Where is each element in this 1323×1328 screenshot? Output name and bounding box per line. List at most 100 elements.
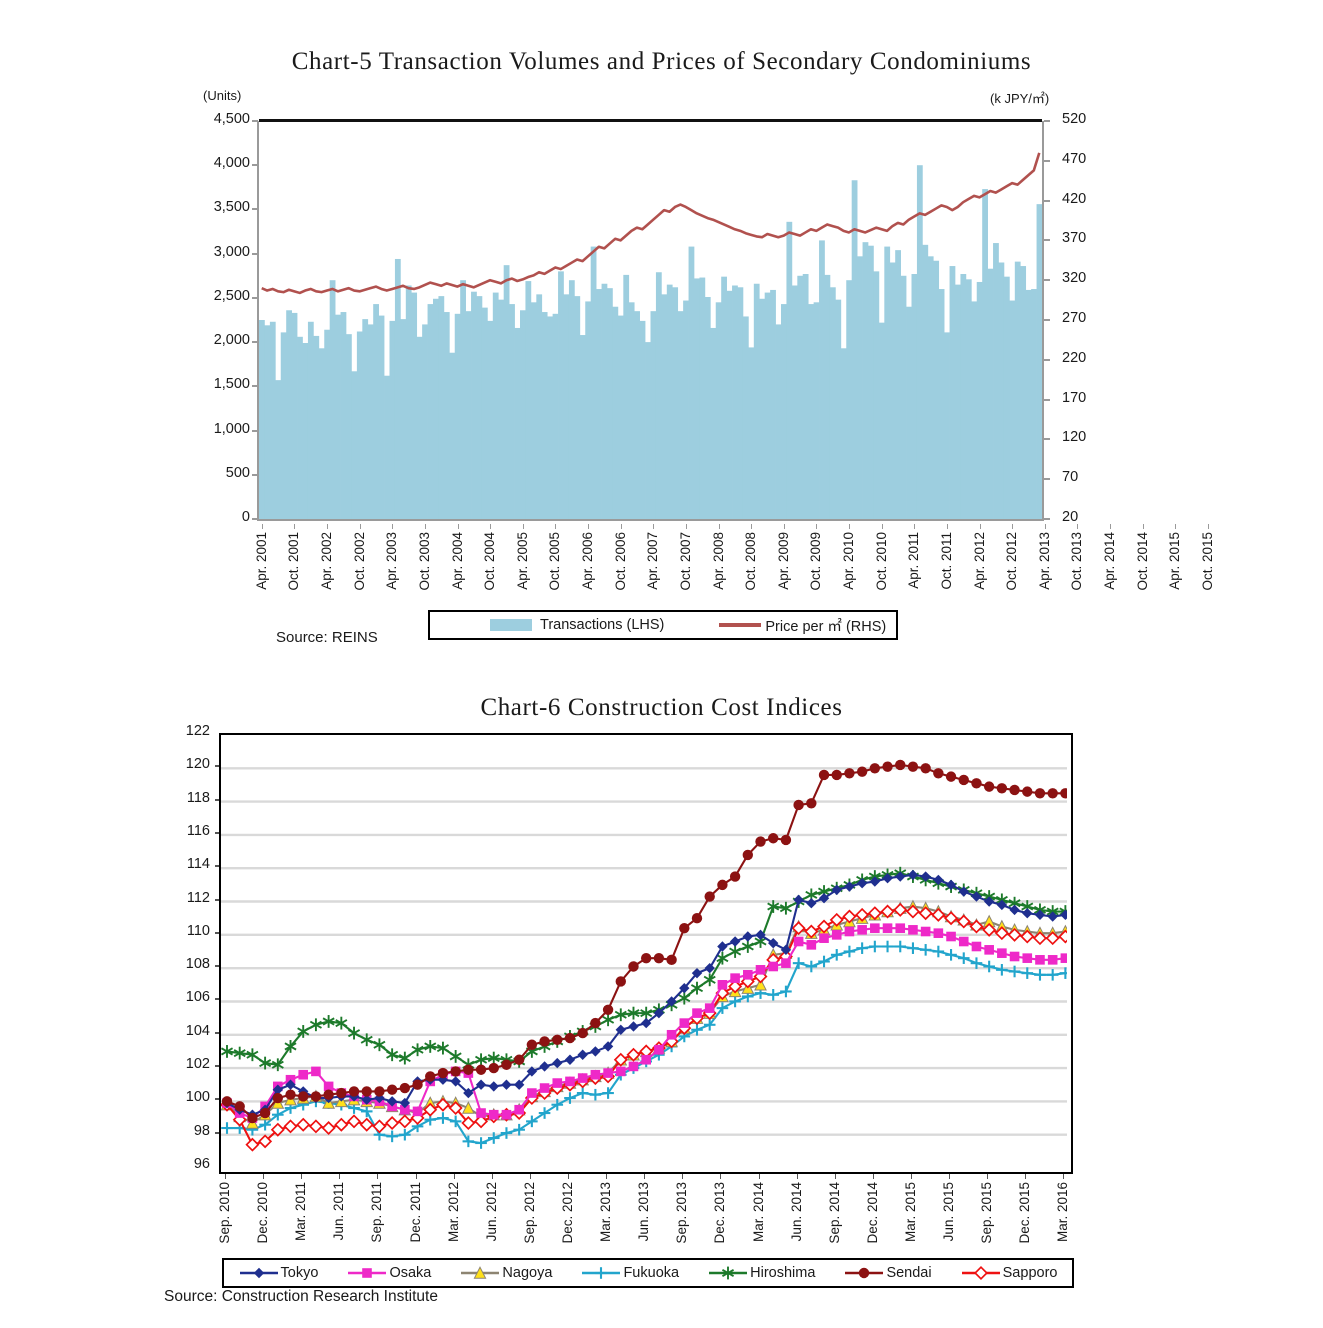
chart-6-legend: Tokyo Osaka Nagoya Fukuoka Hiroshima Sendai Sa… bbox=[222, 1258, 1074, 1288]
chart-5-xtick-apr--2005: Apr. 2005 bbox=[514, 532, 530, 590]
chart-5-xtick-mark bbox=[261, 524, 263, 529]
chart-5-xtick-oct--2006: Oct. 2006 bbox=[612, 532, 628, 591]
chart-5-xtick-mark bbox=[620, 524, 622, 529]
chart-5-xtick-oct--2009: Oct. 2009 bbox=[808, 532, 824, 591]
square-marker-icon bbox=[348, 1268, 387, 1278]
chart-6-ytick-mark bbox=[215, 1131, 221, 1134]
chart-6-xtick-mark bbox=[339, 1174, 341, 1179]
chart-5-ytick-mark bbox=[252, 252, 258, 255]
chart-5-ytick-1,500: 1,500 bbox=[213, 376, 250, 393]
legend-label-tokyo: Tokyo bbox=[280, 1265, 319, 1281]
chart-6-xtick-mark bbox=[1025, 1174, 1027, 1179]
chart-5-y2tick-120: 120 bbox=[1062, 429, 1087, 446]
chart-5-y2tick-220: 220 bbox=[1062, 349, 1087, 366]
chart-6-xtick-sep--2013: Sep. 2013 bbox=[674, 1182, 690, 1244]
chart-5-xtick-mark bbox=[783, 524, 785, 529]
chart-5-xtick-mark bbox=[327, 524, 328, 529]
chart-5-xtick-apr--2014: Apr. 2014 bbox=[1102, 532, 1117, 590]
chart-6-xtick-sep--2012: Sep. 2012 bbox=[521, 1182, 537, 1244]
chart-6-ytick-110: 110 bbox=[186, 922, 210, 939]
chart-6-ytick-118: 118 bbox=[186, 789, 210, 806]
chart-6-xtick-mark bbox=[606, 1174, 608, 1179]
chart-6-ytick-120: 120 bbox=[185, 756, 210, 773]
chart-6-xtick-sep--2010: Sep. 2010 bbox=[217, 1182, 232, 1244]
chart-6-xtick-mark bbox=[225, 1174, 226, 1179]
chart-5-bars bbox=[259, 165, 1042, 519]
chart-6-ytick-112: 112 bbox=[186, 889, 210, 906]
chart-5-y2tick-mark bbox=[1044, 120, 1050, 122]
chart-5-xtick-oct--2008: Oct. 2008 bbox=[743, 532, 759, 591]
chart-5-y2tick-mark bbox=[1044, 358, 1050, 361]
chart-5-ytick-4,000: 4,000 bbox=[213, 155, 250, 172]
chart-6-xtick-mar--2016: Mar. 2016 bbox=[1055, 1182, 1071, 1243]
chart-5-xtick-oct--2010: Oct. 2010 bbox=[873, 532, 889, 591]
chart-5-xtick-mark bbox=[457, 524, 459, 529]
chart-5-left-axis-unit: (Units) bbox=[203, 88, 242, 103]
asterisk-marker-icon bbox=[709, 1266, 748, 1280]
legend-label-sendai: Sendai bbox=[886, 1265, 932, 1281]
chart-6-xtick-mark bbox=[720, 1174, 722, 1179]
chart-6-xtick-dec--2012: Dec. 2012 bbox=[560, 1182, 575, 1244]
chart-5-top-frame bbox=[259, 119, 1042, 122]
legend-label-nagoya: Nagoya bbox=[502, 1265, 553, 1281]
chart-6-xtick-mar--2013: Mar. 2013 bbox=[598, 1182, 614, 1243]
chart-5-y2tick-mark bbox=[1044, 478, 1050, 481]
chart-5-y2tick-mark bbox=[1044, 239, 1050, 242]
chart-6-xtick-mar--2015: Mar. 2015 bbox=[902, 1182, 918, 1243]
chart-5-ytick-mark bbox=[252, 296, 258, 299]
legend-label-hiroshima: Hiroshima bbox=[750, 1265, 816, 1281]
chart-6-xtick-dec--2015: Dec. 2015 bbox=[1017, 1182, 1033, 1244]
chart-6-ytick-mark bbox=[215, 898, 221, 901]
chart-5-xtick-oct--2005: Oct. 2005 bbox=[547, 532, 563, 591]
chart-6-ytick-122: 122 bbox=[185, 723, 210, 739]
chart-5-y2tick-mark bbox=[1044, 199, 1050, 202]
triangle-marker-icon bbox=[461, 1266, 500, 1279]
chart-6-xtick-mar--2011: Mar. 2011 bbox=[293, 1182, 309, 1242]
legend-item-osaka: Osaka bbox=[347, 1264, 431, 1282]
chart-6-series-sendai bbox=[221, 759, 1067, 1124]
chart-5-xtick-mark bbox=[1110, 524, 1111, 529]
chart-6-xtick-mark bbox=[568, 1174, 569, 1179]
chart-6-ytick-mark bbox=[215, 831, 221, 834]
chart-5-ytick-mark bbox=[252, 120, 258, 122]
bar-swatch-icon bbox=[490, 619, 532, 631]
chart-6-source: Source: Construction Research Institute bbox=[164, 1288, 438, 1305]
chart-5-xtick-mark bbox=[555, 524, 557, 529]
chart-5-xtick-mark bbox=[685, 524, 687, 529]
chart-5-y2tick-170: 170 bbox=[1062, 389, 1087, 406]
chart-5-xtick-mark bbox=[392, 524, 394, 529]
chart-6-xtick-mark bbox=[758, 1174, 760, 1179]
chart-5-y2tick-320: 320 bbox=[1062, 270, 1087, 287]
chart-6-xtick-mark bbox=[796, 1174, 798, 1179]
chart-6-ytick-100: 100 bbox=[185, 1089, 210, 1106]
chart-5-ytick-mark bbox=[252, 429, 258, 432]
chart-5-xtick-apr--2013: Apr. 2013 bbox=[1036, 532, 1052, 590]
chart-6-plot-area bbox=[219, 733, 1073, 1174]
legend-label-sapporo: Sapporo bbox=[1002, 1265, 1058, 1281]
chart-5-y2tick-mark bbox=[1044, 438, 1050, 441]
legend-item-transactions: Transactions (LHS) bbox=[490, 617, 664, 633]
chart-5-y2tick-420: 420 bbox=[1062, 190, 1087, 207]
chart-6-ytick-mark bbox=[215, 1098, 221, 1101]
chart-5-xtick-mark bbox=[751, 524, 753, 529]
chart-6-xtick-sep--2015: Sep. 2015 bbox=[979, 1182, 995, 1244]
chart-5-xtick-mark bbox=[1207, 524, 1209, 529]
chart-6-xtick-mark bbox=[949, 1174, 951, 1179]
chart-6-xtick-mark bbox=[529, 1174, 531, 1179]
chart-5-xtick-mark bbox=[1044, 524, 1046, 529]
chart-6-xtick-mar--2012: Mar. 2012 bbox=[445, 1182, 461, 1243]
chart-5-y2tick-520: 520 bbox=[1062, 111, 1087, 127]
chart-5-ytick-3,000: 3,000 bbox=[213, 243, 250, 260]
chart-5-xtick-mark bbox=[490, 524, 492, 529]
chart-5-ytick-mark bbox=[252, 518, 258, 520]
chart-5-xtick-mark bbox=[1012, 524, 1014, 529]
chart-6-ytick-mark bbox=[215, 1065, 221, 1068]
chart-6-xtick-dec--2011: Dec. 2011 bbox=[407, 1182, 423, 1243]
chart-6-xtick-sep--2014: Sep. 2014 bbox=[826, 1182, 842, 1244]
chart-5-y2tick-70: 70 bbox=[1062, 469, 1079, 486]
legend-item-fukuoka: Fukuoka bbox=[581, 1264, 679, 1282]
chart-6-series-tokyo bbox=[221, 869, 1067, 1120]
chart-5-xtick-oct--2001: Oct. 2001 bbox=[286, 532, 302, 591]
open-diamond-marker-icon bbox=[961, 1265, 1000, 1281]
chart-6-xtick-jun--2014: Jun. 2014 bbox=[788, 1182, 804, 1242]
